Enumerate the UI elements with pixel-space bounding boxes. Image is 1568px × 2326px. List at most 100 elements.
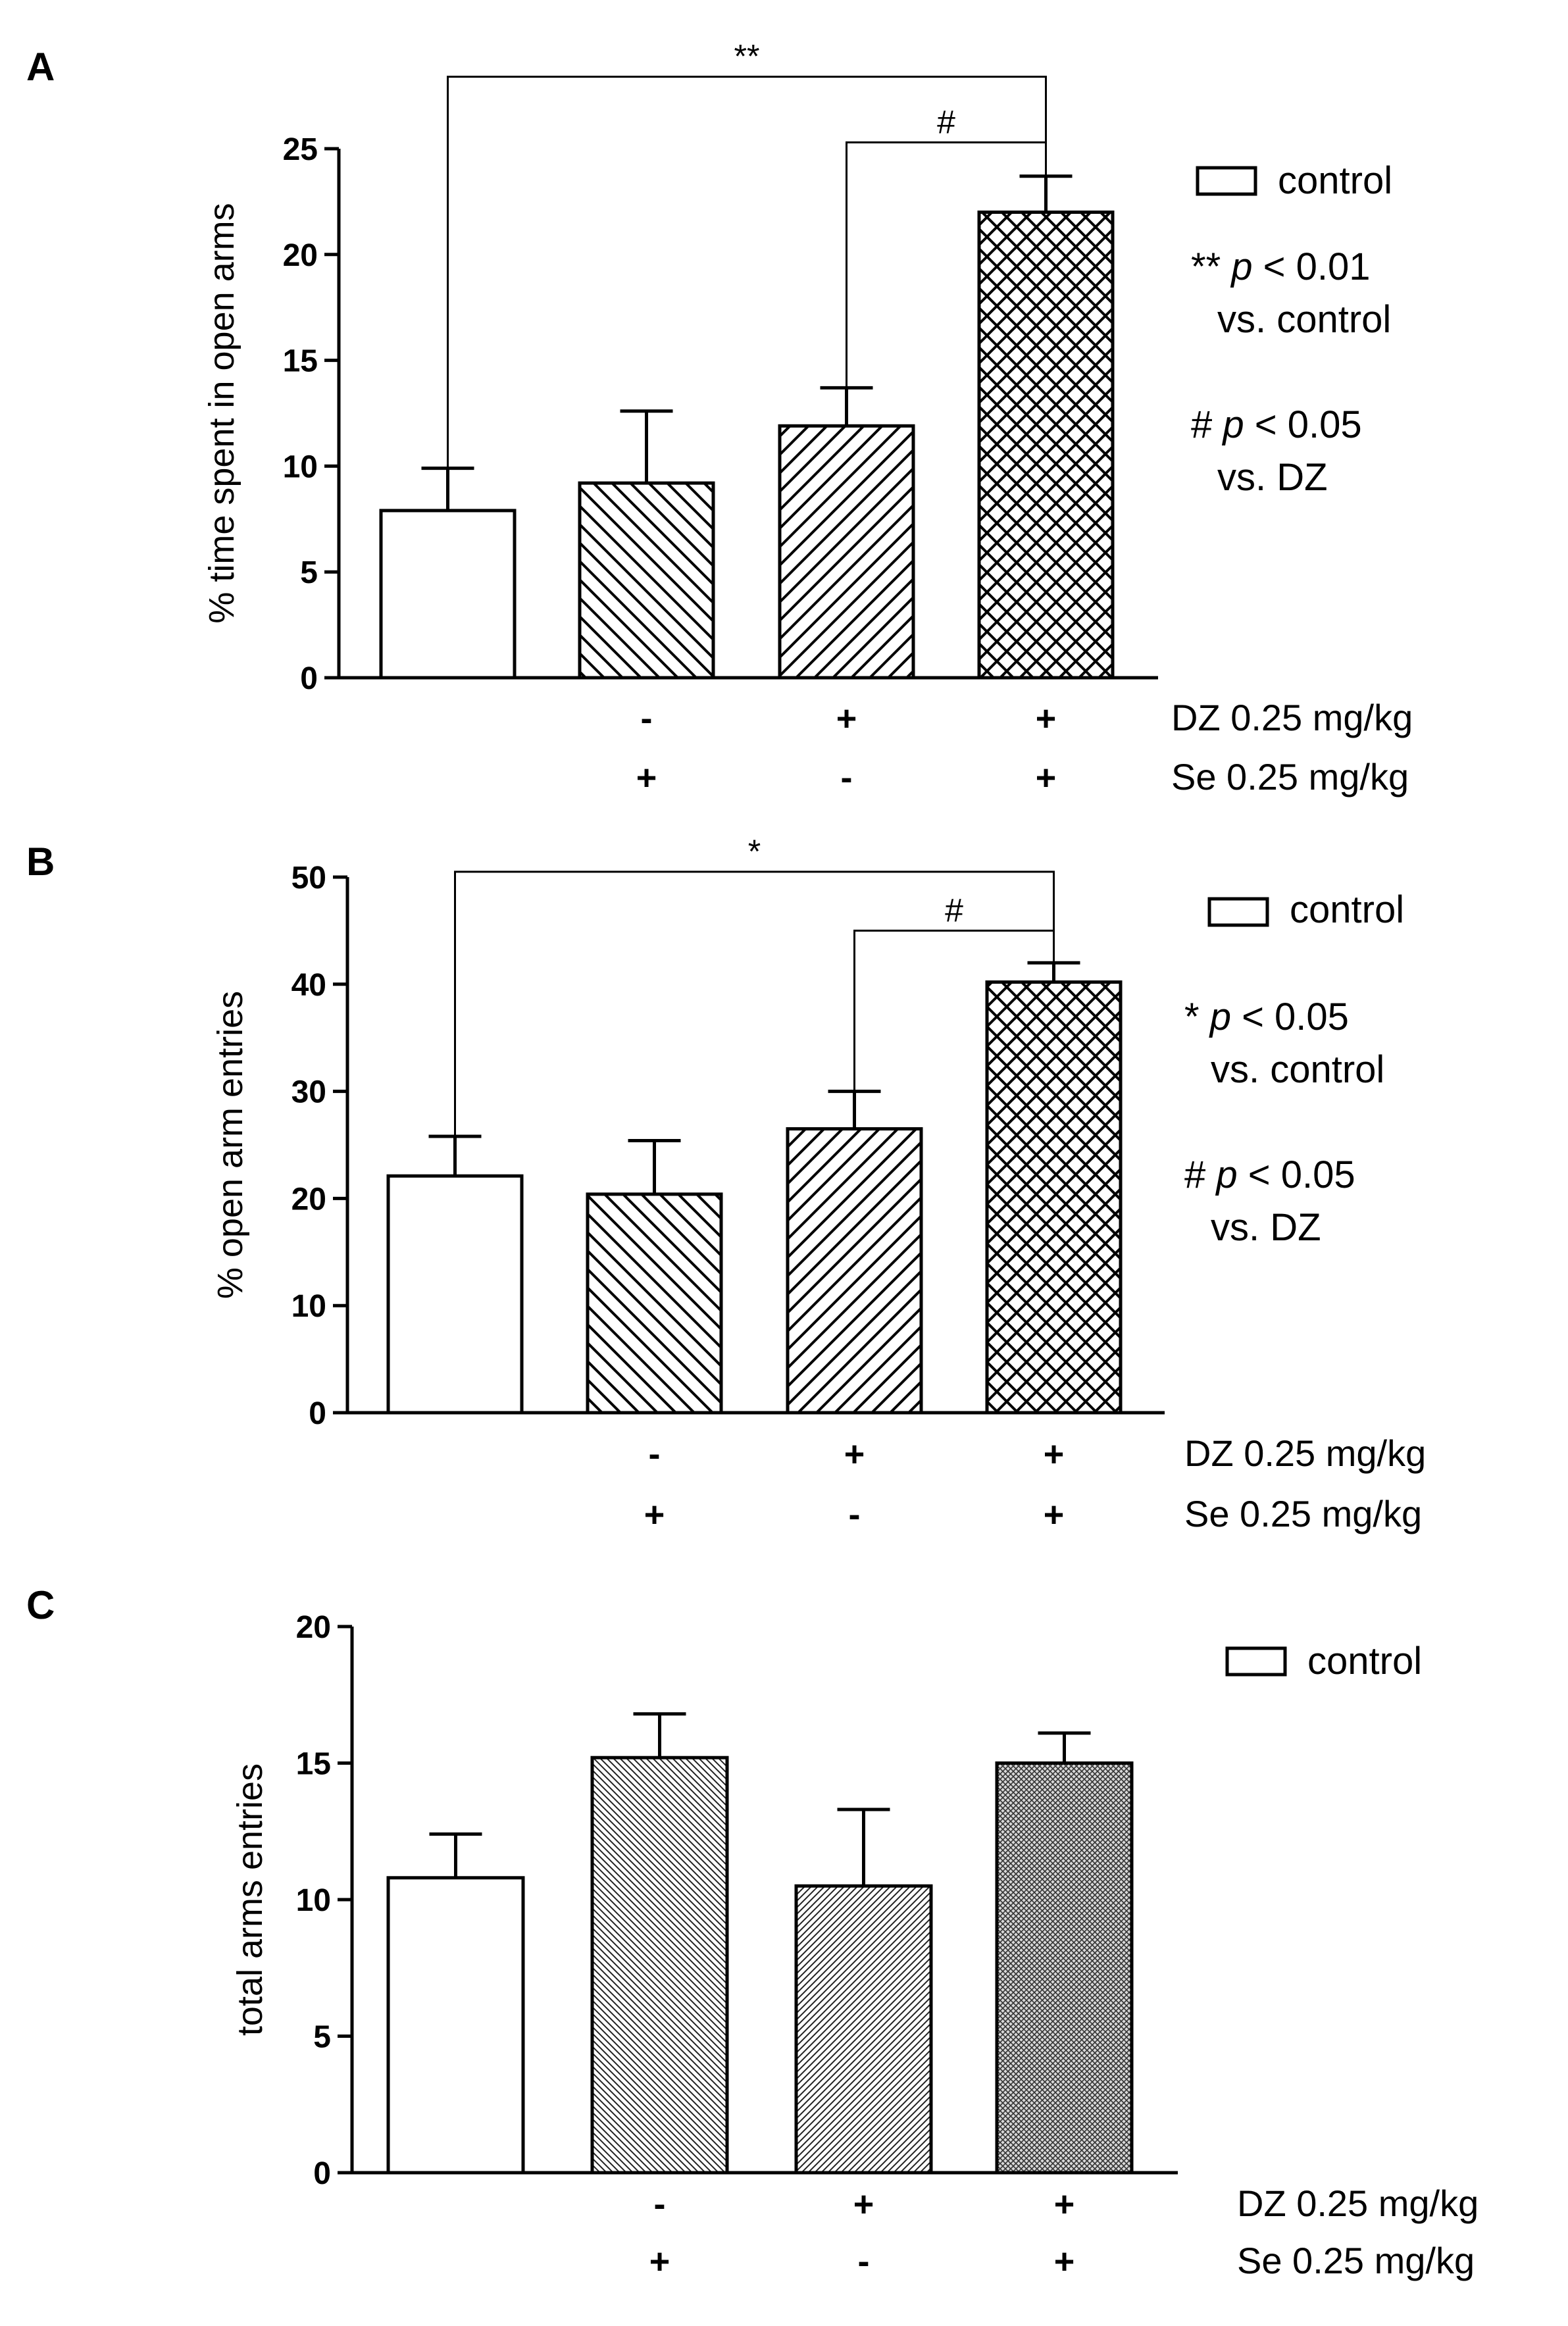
y-tick-label: 30 xyxy=(291,1075,326,1110)
significance-bracket xyxy=(447,76,1047,468)
legend-note-line1: # p < 0.05 xyxy=(1191,403,1362,446)
legend-note-comparison: vs. control xyxy=(1211,1048,1384,1091)
legend-note-line1: ** p < 0.01 xyxy=(1191,245,1371,288)
dz-sign: - xyxy=(654,2185,666,2224)
se-sign: + xyxy=(1044,1495,1065,1534)
legend-note-line1: * p < 0.05 xyxy=(1184,996,1349,1038)
dz-sign: - xyxy=(641,699,653,738)
bar-dz-se xyxy=(977,210,1115,680)
legend-note-p: p xyxy=(1215,1153,1237,1196)
y-tick-label: 20 xyxy=(283,238,318,273)
chart-panel-b: B 0 10 20 30 40 50 % open arm entries * # - + + + - + DZ… xyxy=(26,833,1426,1534)
legend-control-label: control xyxy=(1307,1640,1422,1682)
se-sign: + xyxy=(1036,758,1057,797)
panel-label: B xyxy=(26,840,55,884)
legend-control-swatch xyxy=(1207,897,1269,927)
legend-note-symbol: # xyxy=(1191,403,1223,446)
y-tick-label: 0 xyxy=(313,2156,331,2191)
y-axis-title: total arms entries xyxy=(230,1763,270,2036)
legend-note-comparison: vs. control xyxy=(1217,298,1391,341)
legend-control-swatch xyxy=(1225,1646,1287,1677)
y-tick-label: 5 xyxy=(300,555,318,590)
y-tick-label: 10 xyxy=(296,1883,331,1918)
bar-dz xyxy=(794,1884,933,2175)
legend-note-threshold: < 0.05 xyxy=(1238,1153,1355,1196)
significance-marker: # xyxy=(937,103,955,140)
legend-note-p: p xyxy=(1221,403,1244,446)
legend: control ** p < 0.01 vs. control # p < 0.05 v… xyxy=(1191,159,1392,499)
y-tick-label: 15 xyxy=(296,1747,331,1782)
bar-se xyxy=(590,1756,729,2175)
bar-dz xyxy=(778,424,915,680)
se-sign: - xyxy=(849,1495,861,1534)
significance-marker: * xyxy=(748,833,761,870)
y-axis-title: % open arm entries xyxy=(211,991,250,1299)
legend-note-threshold: < 0.01 xyxy=(1253,245,1371,288)
legend-note-symbol: # xyxy=(1184,1153,1216,1196)
y-tick-label: 0 xyxy=(300,661,318,696)
y-tick-label: 0 xyxy=(309,1396,326,1431)
y-tick-label: 5 xyxy=(313,2020,331,2055)
legend: control xyxy=(1225,1640,1422,1682)
panel-label: A xyxy=(26,45,55,89)
significance-marker: # xyxy=(945,892,963,928)
significance-bracket xyxy=(454,871,1055,1136)
bar-dz xyxy=(786,1127,923,1415)
se-sign: + xyxy=(636,758,657,797)
se-row-label: Se 0.25 mg/kg xyxy=(1184,1493,1422,1534)
se-sign: + xyxy=(649,2242,670,2281)
legend-control-label: control xyxy=(1290,888,1404,931)
chart-panel-c: C 0 5 10 15 20 total arms entries - + + + - + DZ 0.25… xyxy=(26,1583,1479,2281)
significance-bracket xyxy=(846,141,1047,388)
dz-sign: + xyxy=(853,2185,874,2224)
legend-note-line1: # p < 0.05 xyxy=(1184,1153,1355,1196)
dz-sign: + xyxy=(844,1434,865,1474)
legend-note-threshold: < 0.05 xyxy=(1231,996,1349,1038)
bar-se xyxy=(586,1192,723,1415)
legend-control-swatch xyxy=(1196,166,1257,196)
chart-panel-a: A 0 5 10 15 20 25 % time spent in open arms ** # -… xyxy=(26,38,1413,797)
se-row-label: Se 0.25 mg/kg xyxy=(1237,2240,1475,2281)
legend-note-comparison: vs. DZ xyxy=(1217,456,1328,499)
legend-note-symbol: * xyxy=(1184,996,1210,1038)
se-sign: + xyxy=(1054,2242,1075,2281)
se-sign: - xyxy=(858,2242,870,2281)
legend: control * p < 0.05 vs. control # p < 0.05 vs… xyxy=(1184,888,1404,1249)
legend-note-p: p xyxy=(1230,245,1252,288)
dz-row-label: DZ 0.25 mg/kg xyxy=(1184,1432,1426,1474)
y-axis-title: % time spent in open arms xyxy=(202,203,241,623)
dz-sign: + xyxy=(1054,2185,1075,2224)
dz-sign: - xyxy=(649,1434,661,1474)
dz-row-label: DZ 0.25 mg/kg xyxy=(1171,697,1413,738)
panel-label: C xyxy=(26,1583,55,1627)
bar-control xyxy=(386,1876,525,2175)
bar-dz-se xyxy=(985,980,1123,1415)
y-tick-label: 40 xyxy=(291,968,326,1003)
legend-note-p: p xyxy=(1209,996,1231,1038)
se-sign: + xyxy=(644,1495,665,1534)
y-tick-label: 25 xyxy=(283,132,318,167)
y-tick-label: 15 xyxy=(283,344,318,379)
legend-note-threshold: < 0.05 xyxy=(1244,403,1362,446)
se-sign: - xyxy=(841,758,853,797)
legend-note-comparison: vs. DZ xyxy=(1211,1206,1321,1249)
se-row-label: Se 0.25 mg/kg xyxy=(1171,756,1409,797)
y-tick-label: 50 xyxy=(291,861,326,896)
y-tick-label: 20 xyxy=(291,1182,326,1217)
bar-se xyxy=(578,481,715,680)
significance-marker: ** xyxy=(734,38,760,75)
y-tick-label: 10 xyxy=(291,1289,326,1324)
bar-control xyxy=(379,509,517,680)
legend-control-label: control xyxy=(1278,159,1392,202)
dz-sign: + xyxy=(1036,699,1057,738)
dz-sign: + xyxy=(1044,1434,1065,1474)
significance-bracket xyxy=(853,929,1055,1092)
y-tick-label: 10 xyxy=(283,449,318,484)
y-tick-label: 20 xyxy=(296,1610,331,1645)
legend-note-symbol: ** xyxy=(1191,245,1231,288)
dz-row-label: DZ 0.25 mg/kg xyxy=(1237,2183,1479,2224)
dz-sign: + xyxy=(836,699,857,738)
bar-control xyxy=(386,1174,524,1415)
